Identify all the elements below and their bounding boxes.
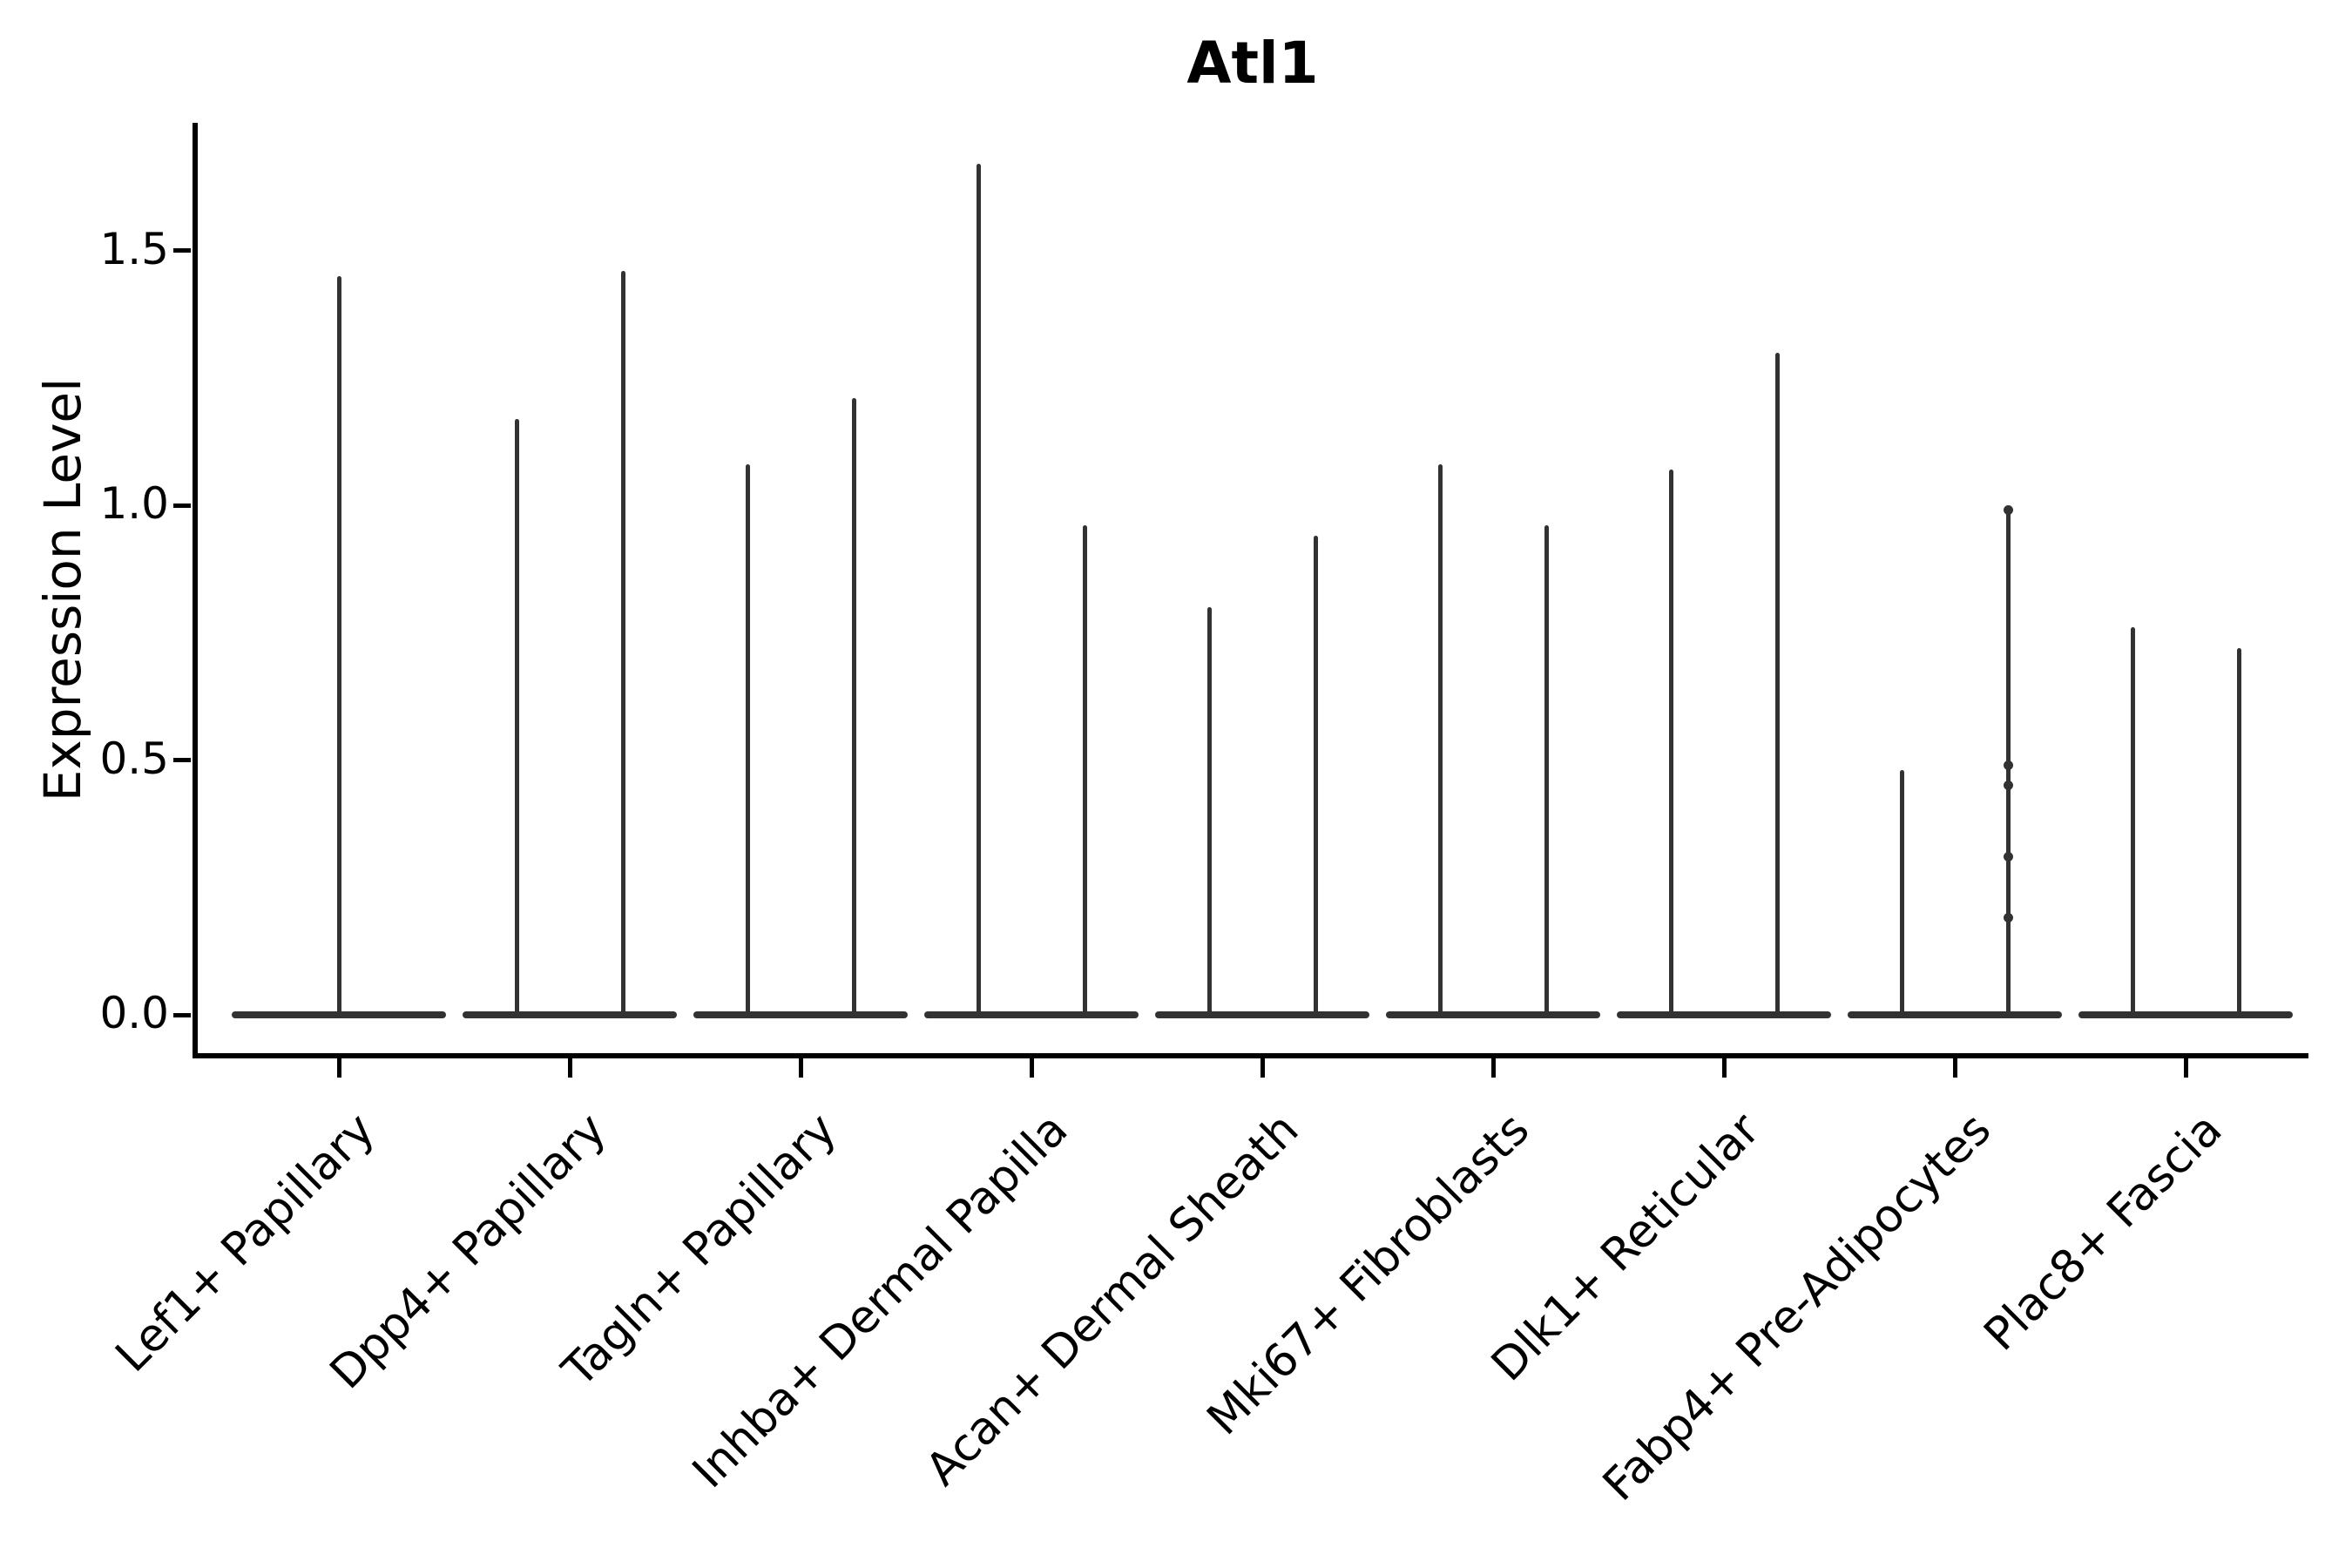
violin-spike [976, 164, 981, 1018]
x-tick-label: Fabp4+ Pre-Adipocytes [1592, 1103, 2002, 1511]
violin-spike [2236, 647, 2241, 1018]
x-tick-label: Plac8+ Fascia [1974, 1103, 2233, 1362]
violin-spike [851, 398, 856, 1018]
jitter-dot [2003, 913, 2013, 923]
chart-title: Atl1 [1186, 30, 1319, 97]
violin-spike [1206, 607, 1212, 1018]
violin-spike [1313, 536, 1318, 1018]
x-tick [1952, 1058, 1957, 1078]
x-tick [1029, 1058, 1034, 1078]
x-axis-line [193, 1053, 2308, 1058]
violin-base [1617, 1011, 1831, 1018]
x-tick [1721, 1058, 1727, 1078]
y-tick-label: 1.5 [99, 223, 169, 274]
y-tick-label: 0.5 [99, 733, 169, 784]
x-tick [1490, 1058, 1496, 1078]
violin-spike [745, 464, 750, 1018]
y-tick [173, 503, 191, 508]
violin-base [2078, 1011, 2293, 1018]
violin-spike [1668, 470, 1673, 1018]
jitter-dot [2003, 781, 2013, 791]
violin-spike [1437, 464, 1443, 1018]
x-tick-label: Inhba+ Dermal Papilla [682, 1103, 1078, 1499]
violin-base [1848, 1011, 2062, 1018]
y-axis-line [193, 123, 198, 1058]
violin-spike [1774, 352, 1780, 1018]
x-tick [1260, 1058, 1265, 1078]
x-tick [2183, 1058, 2188, 1078]
jitter-dot [2003, 852, 2013, 862]
violin-base [693, 1011, 908, 1018]
y-tick [173, 248, 191, 253]
violin-spike [336, 275, 341, 1018]
violin-spike [620, 270, 625, 1018]
violin-base [924, 1011, 1139, 1018]
violin-spike [1899, 770, 1904, 1018]
jitter-dot [2003, 505, 2013, 516]
y-tick-label: 0.0 [99, 988, 169, 1038]
jitter-dot [2003, 760, 2013, 770]
violin-base [463, 1011, 677, 1018]
y-tick [173, 1012, 191, 1017]
y-tick-label: 1.0 [99, 478, 169, 529]
x-tick [336, 1058, 341, 1078]
violin-spike [2130, 627, 2135, 1018]
y-tick [173, 758, 191, 762]
x-tick-label: Acan+ Dermal Sheath [916, 1103, 1309, 1497]
x-tick [567, 1058, 572, 1078]
violin-base [1386, 1011, 1600, 1018]
violin-spike [1082, 525, 1087, 1018]
x-tick [798, 1058, 803, 1078]
violin-spike [514, 418, 519, 1018]
violin-base [1155, 1011, 1369, 1018]
violin-spike [1544, 525, 1549, 1018]
